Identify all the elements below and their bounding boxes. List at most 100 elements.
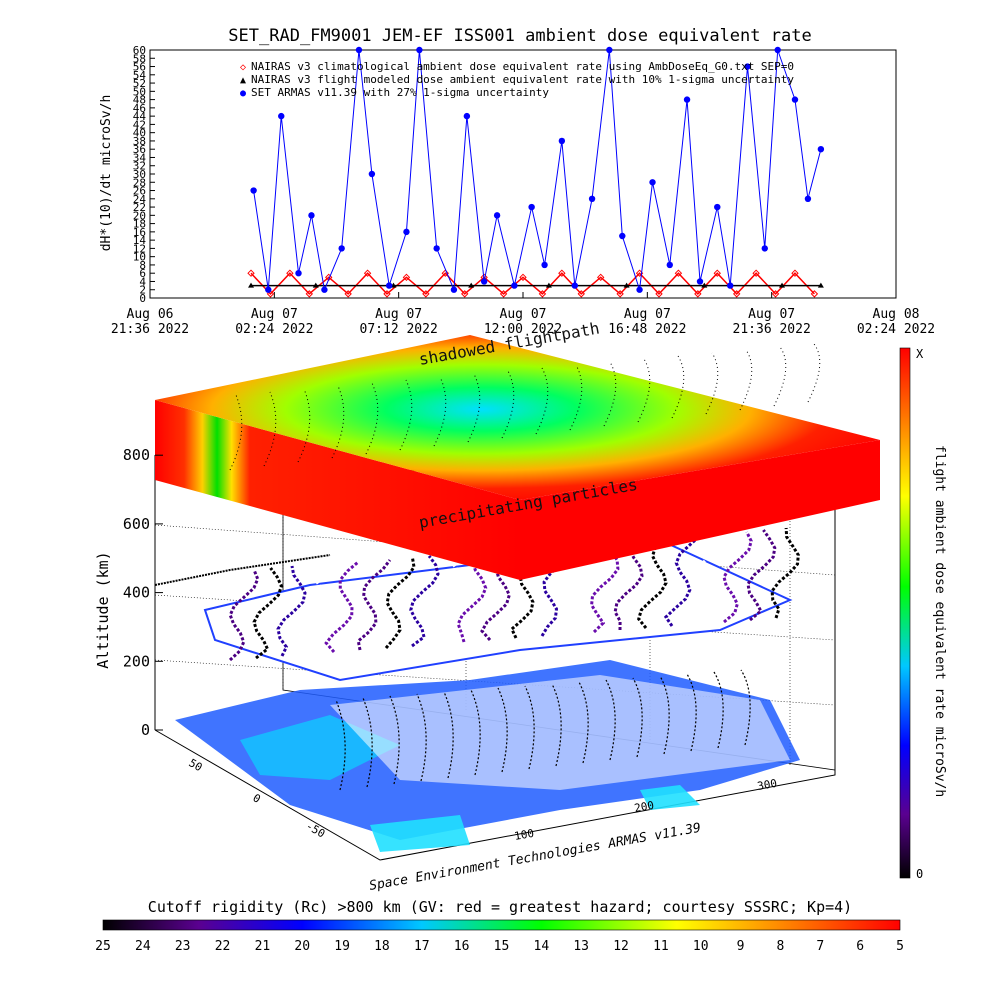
x-tick-label: 02:24 2022 [235, 322, 313, 337]
data-point [286, 269, 294, 277]
flight-track-wave [663, 534, 701, 627]
floor-track-line [605, 679, 616, 761]
rc-tick-label: 11 [653, 939, 669, 954]
y-tick-label: 42 [133, 118, 146, 131]
y-tick-label: 2 [139, 284, 146, 297]
y-tick-label: 12 [133, 242, 146, 255]
data-point [666, 261, 673, 269]
data-point [616, 290, 624, 298]
y-tick-label: 56 [133, 61, 146, 74]
rc-tick-label: 16 [454, 939, 470, 954]
rc-bar-title: Cutoff rigidity (Rc) >800 km (GV: red = … [148, 898, 852, 916]
data-point [499, 290, 508, 298]
data-point [247, 269, 255, 277]
rc-tick-label: 21 [255, 939, 271, 954]
data-point [649, 179, 656, 186]
top-plot-series [247, 46, 825, 298]
z-axis-label: Altitude (km) [94, 551, 112, 668]
rc-tick-label: 20 [294, 939, 310, 954]
top-legend: ◇ NAIRAS v3 climatological ambient dose e… [240, 60, 794, 99]
track-layer-edge [154, 554, 331, 586]
rc-tick-label: 15 [494, 939, 510, 954]
rc-tick-label: 25 [95, 939, 111, 954]
slab-track-line [773, 346, 787, 407]
colorbar-label: flight ambient dose equivalent rate micr… [932, 445, 947, 797]
data-point [791, 96, 799, 103]
y-tick-label: 14 [133, 234, 147, 247]
flight-track-wave [566, 543, 596, 636]
top-chart-title: SET_RAD_FM9001 JEM-EF ISS001 ambient dos… [228, 26, 811, 46]
x-tick-label: Aug 07 [748, 307, 795, 322]
flight-track-wave [276, 565, 307, 657]
data-point [403, 228, 410, 236]
legend-entry: NAIRAS v3 climatological ambient dose eq… [251, 60, 794, 73]
y-tick-label: 20 [133, 209, 146, 222]
data-point [402, 273, 411, 282]
rc-tick-label: 24 [135, 939, 151, 954]
rc-tick-label: 19 [334, 939, 350, 954]
y-tick-label: 60 [133, 44, 146, 57]
data-point [463, 112, 471, 120]
legend-entry: NAIRAS v3 flight modeled dose ambient eq… [251, 73, 794, 86]
x-tick-label: Aug 07 [375, 307, 422, 322]
flight-track-wave [590, 541, 620, 634]
panel-3d: shadowed flightpath precipitating partic… [94, 318, 880, 894]
flight-track-wave [432, 553, 464, 645]
flight-track-wave [384, 557, 416, 649]
flight-track-wave [770, 527, 800, 619]
y-tick-label: 48 [133, 94, 146, 107]
y-tick-label: 18 [133, 218, 146, 231]
data-point [422, 290, 430, 298]
data-point [250, 187, 257, 194]
data-point [817, 146, 825, 153]
colorbar-top-label: X [916, 347, 924, 361]
flight-track-wave [456, 551, 488, 643]
x-tick-label: Aug 08 [873, 307, 920, 322]
rc-tick-label: 8 [777, 939, 785, 954]
data-point [363, 269, 372, 277]
z-tick-label: 400 [123, 584, 150, 602]
data-point [791, 269, 799, 277]
data-point [655, 290, 663, 298]
data-point [761, 245, 768, 252]
data-point [248, 282, 255, 288]
data-point [355, 46, 363, 54]
rc-tick-label: 12 [613, 939, 629, 954]
data-point [344, 290, 352, 298]
lon-tick: 100 [513, 827, 535, 843]
y-tick-label: 46 [133, 102, 146, 115]
y-tick-label: 0 [139, 292, 146, 305]
data-point [295, 270, 302, 277]
flight-track-wave [746, 529, 777, 622]
data-point [383, 290, 391, 298]
flight-track-wave [252, 567, 284, 660]
y-tick-label: 28 [133, 176, 146, 189]
data-point [278, 112, 285, 120]
x-tick-label: Aug 07 [500, 307, 547, 322]
data-point [701, 282, 708, 288]
data-point [606, 46, 613, 54]
floor-track-line [632, 677, 643, 758]
data-point [450, 286, 458, 293]
y-tick-label: 38 [133, 135, 146, 148]
series-line [253, 49, 822, 292]
floor-track-line [713, 671, 724, 749]
floor-track-line [335, 699, 346, 791]
floor-track-line [443, 691, 454, 779]
rc-colorbar [102, 919, 901, 931]
floor-track-line [389, 695, 400, 785]
data-point [623, 282, 630, 288]
data-point [312, 282, 319, 288]
x-tick-label: 07:12 2022 [360, 322, 438, 337]
y-tick-label: 36 [133, 143, 146, 156]
floor-track-line [740, 669, 751, 746]
data-point [468, 282, 475, 288]
data-point [511, 282, 518, 289]
data-point [674, 269, 683, 277]
flight-track-wave [324, 560, 360, 653]
legend-symbol: ◇ [240, 62, 246, 73]
floor-flight-tracks [335, 669, 751, 791]
data-point [519, 273, 527, 282]
data-point [779, 282, 786, 288]
rc-tick-label: 13 [573, 939, 589, 954]
